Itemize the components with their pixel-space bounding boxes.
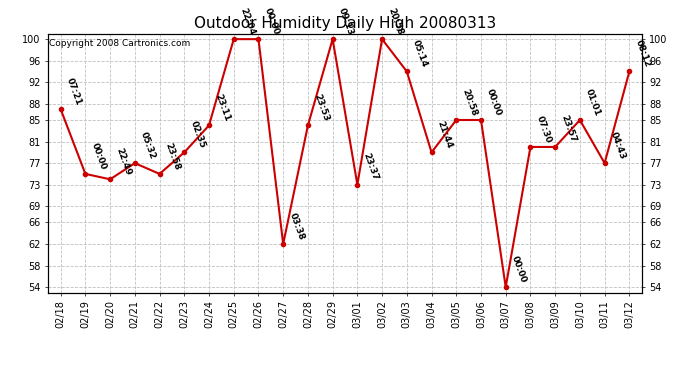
Text: 07:30: 07:30 — [535, 114, 553, 144]
Text: 22:49: 22:49 — [115, 146, 132, 177]
Text: 07:21: 07:21 — [65, 76, 83, 106]
Text: 08:12: 08:12 — [633, 39, 652, 69]
Text: 05:14: 05:14 — [411, 39, 429, 69]
Text: 21:44: 21:44 — [435, 119, 454, 150]
Text: 02:35: 02:35 — [188, 120, 207, 150]
Text: 23:37: 23:37 — [362, 152, 380, 182]
Text: Copyright 2008 Cartronics.com: Copyright 2008 Cartronics.com — [50, 39, 190, 48]
Text: 04:43: 04:43 — [609, 130, 627, 160]
Title: Outdoor Humidity Daily High 20080313: Outdoor Humidity Daily High 20080313 — [194, 16, 496, 31]
Text: 23:11: 23:11 — [213, 93, 231, 123]
Text: 03:38: 03:38 — [287, 211, 306, 241]
Text: 00:00: 00:00 — [485, 88, 503, 117]
Text: 23:57: 23:57 — [560, 114, 578, 144]
Text: 20:58: 20:58 — [386, 6, 404, 36]
Text: 00:00: 00:00 — [90, 142, 108, 171]
Text: 09:13: 09:13 — [337, 6, 355, 36]
Text: 00:00: 00:00 — [510, 255, 528, 284]
Text: 23:58: 23:58 — [164, 141, 182, 171]
Text: 22:04: 22:04 — [238, 6, 256, 36]
Text: 01:01: 01:01 — [584, 87, 602, 117]
Text: 23:53: 23:53 — [312, 93, 331, 123]
Text: 05:32: 05:32 — [139, 130, 157, 160]
Text: 20:58: 20:58 — [460, 87, 479, 117]
Text: 00:00: 00:00 — [263, 7, 281, 36]
